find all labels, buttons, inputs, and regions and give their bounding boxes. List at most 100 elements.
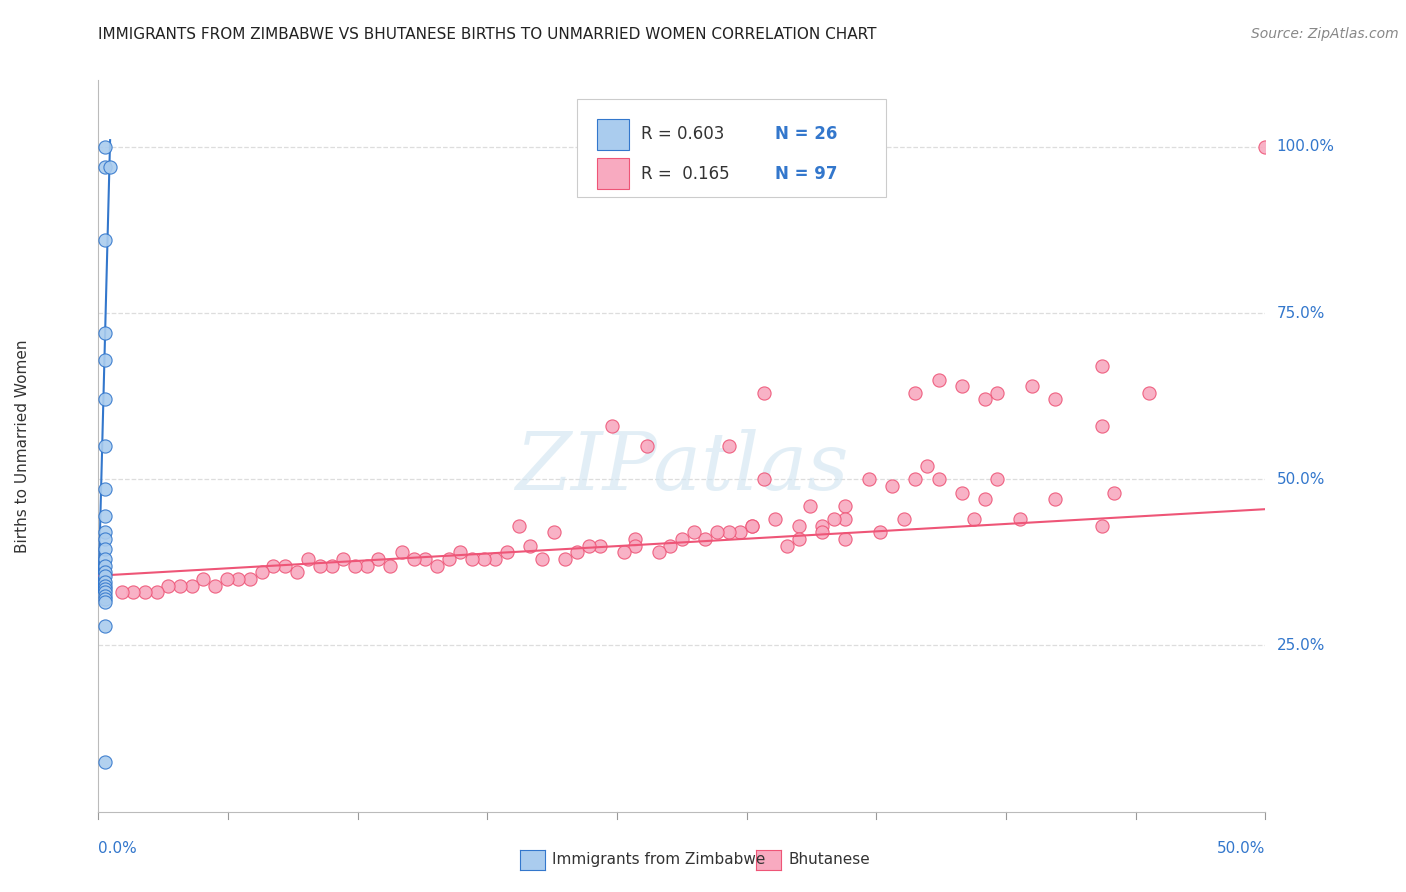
Point: [519, 539, 541, 553]
Text: 0.0%: 0.0%: [98, 841, 138, 856]
Point: [94, 140, 117, 154]
Point: [624, 532, 647, 546]
Point: [928, 372, 950, 386]
Point: [706, 525, 728, 540]
Point: [1137, 385, 1160, 400]
Point: [484, 552, 506, 566]
Point: [297, 552, 319, 566]
Point: [94, 575, 117, 590]
Point: [94, 508, 117, 523]
Point: [250, 566, 273, 580]
Point: [1091, 359, 1114, 374]
Point: [776, 539, 799, 553]
Point: [285, 566, 308, 580]
Point: [589, 539, 612, 553]
Point: [647, 545, 669, 559]
Point: [1045, 392, 1067, 407]
FancyBboxPatch shape: [596, 119, 630, 150]
Text: 75.0%: 75.0%: [1277, 306, 1324, 320]
Point: [915, 458, 938, 473]
Point: [495, 545, 517, 559]
Point: [94, 439, 117, 453]
Point: [413, 552, 436, 566]
Text: 50.0%: 50.0%: [1218, 841, 1265, 856]
Point: [98, 160, 121, 174]
FancyBboxPatch shape: [596, 158, 630, 189]
Point: [508, 518, 530, 533]
Point: [309, 558, 332, 573]
Point: [274, 558, 297, 573]
Point: [1021, 379, 1043, 393]
Point: [893, 512, 915, 526]
Point: [1010, 512, 1032, 526]
Point: [94, 591, 117, 606]
Text: R = 0.603: R = 0.603: [641, 125, 724, 144]
Point: [262, 558, 284, 573]
Text: Births to Unmarried Women: Births to Unmarried Women: [15, 339, 30, 553]
Point: [986, 385, 1008, 400]
Text: Immigrants from Zimbabwe: Immigrants from Zimbabwe: [551, 853, 765, 867]
Point: [695, 532, 717, 546]
Point: [94, 568, 117, 582]
Point: [94, 392, 117, 407]
Text: 50.0%: 50.0%: [1277, 472, 1324, 487]
Point: [799, 499, 821, 513]
Point: [834, 512, 856, 526]
Point: [449, 545, 471, 559]
Point: [94, 326, 117, 340]
Point: [543, 525, 565, 540]
Point: [659, 539, 682, 553]
Point: [530, 552, 553, 566]
Point: [950, 485, 973, 500]
Text: N = 26: N = 26: [775, 125, 838, 144]
Point: [928, 472, 950, 486]
Point: [94, 566, 117, 580]
Point: [612, 545, 634, 559]
Point: [904, 472, 927, 486]
Point: [94, 532, 117, 546]
Point: [122, 585, 145, 599]
Point: [823, 512, 845, 526]
Point: [554, 552, 576, 566]
Point: [204, 579, 226, 593]
Point: [228, 572, 250, 586]
Point: [763, 512, 786, 526]
FancyBboxPatch shape: [576, 99, 886, 197]
Point: [193, 572, 215, 586]
Point: [869, 525, 891, 540]
Point: [391, 545, 413, 559]
Point: [1045, 492, 1067, 507]
Point: [94, 582, 117, 596]
Point: [600, 419, 623, 434]
Point: [402, 552, 425, 566]
Point: [811, 525, 834, 540]
Text: ZIPatlas: ZIPatlas: [515, 429, 849, 507]
Point: [94, 482, 117, 496]
Point: [239, 572, 262, 586]
Text: N = 97: N = 97: [775, 164, 838, 183]
Point: [94, 552, 117, 566]
Point: [717, 525, 740, 540]
Point: [180, 579, 202, 593]
Point: [986, 472, 1008, 486]
Point: [94, 542, 117, 557]
Point: [904, 385, 927, 400]
Point: [741, 518, 763, 533]
Point: [950, 379, 973, 393]
Text: Source: ZipAtlas.com: Source: ZipAtlas.com: [1251, 27, 1399, 41]
Point: [426, 558, 449, 573]
Point: [134, 585, 156, 599]
Point: [834, 532, 856, 546]
Text: R =  0.165: R = 0.165: [641, 164, 730, 183]
Point: [94, 585, 117, 599]
Point: [378, 558, 402, 573]
Point: [1091, 419, 1114, 434]
Point: [730, 525, 752, 540]
Point: [962, 512, 984, 526]
Point: [682, 525, 704, 540]
Point: [321, 558, 343, 573]
Point: [94, 558, 117, 573]
Point: [578, 539, 600, 553]
Point: [344, 558, 367, 573]
Point: [367, 552, 389, 566]
